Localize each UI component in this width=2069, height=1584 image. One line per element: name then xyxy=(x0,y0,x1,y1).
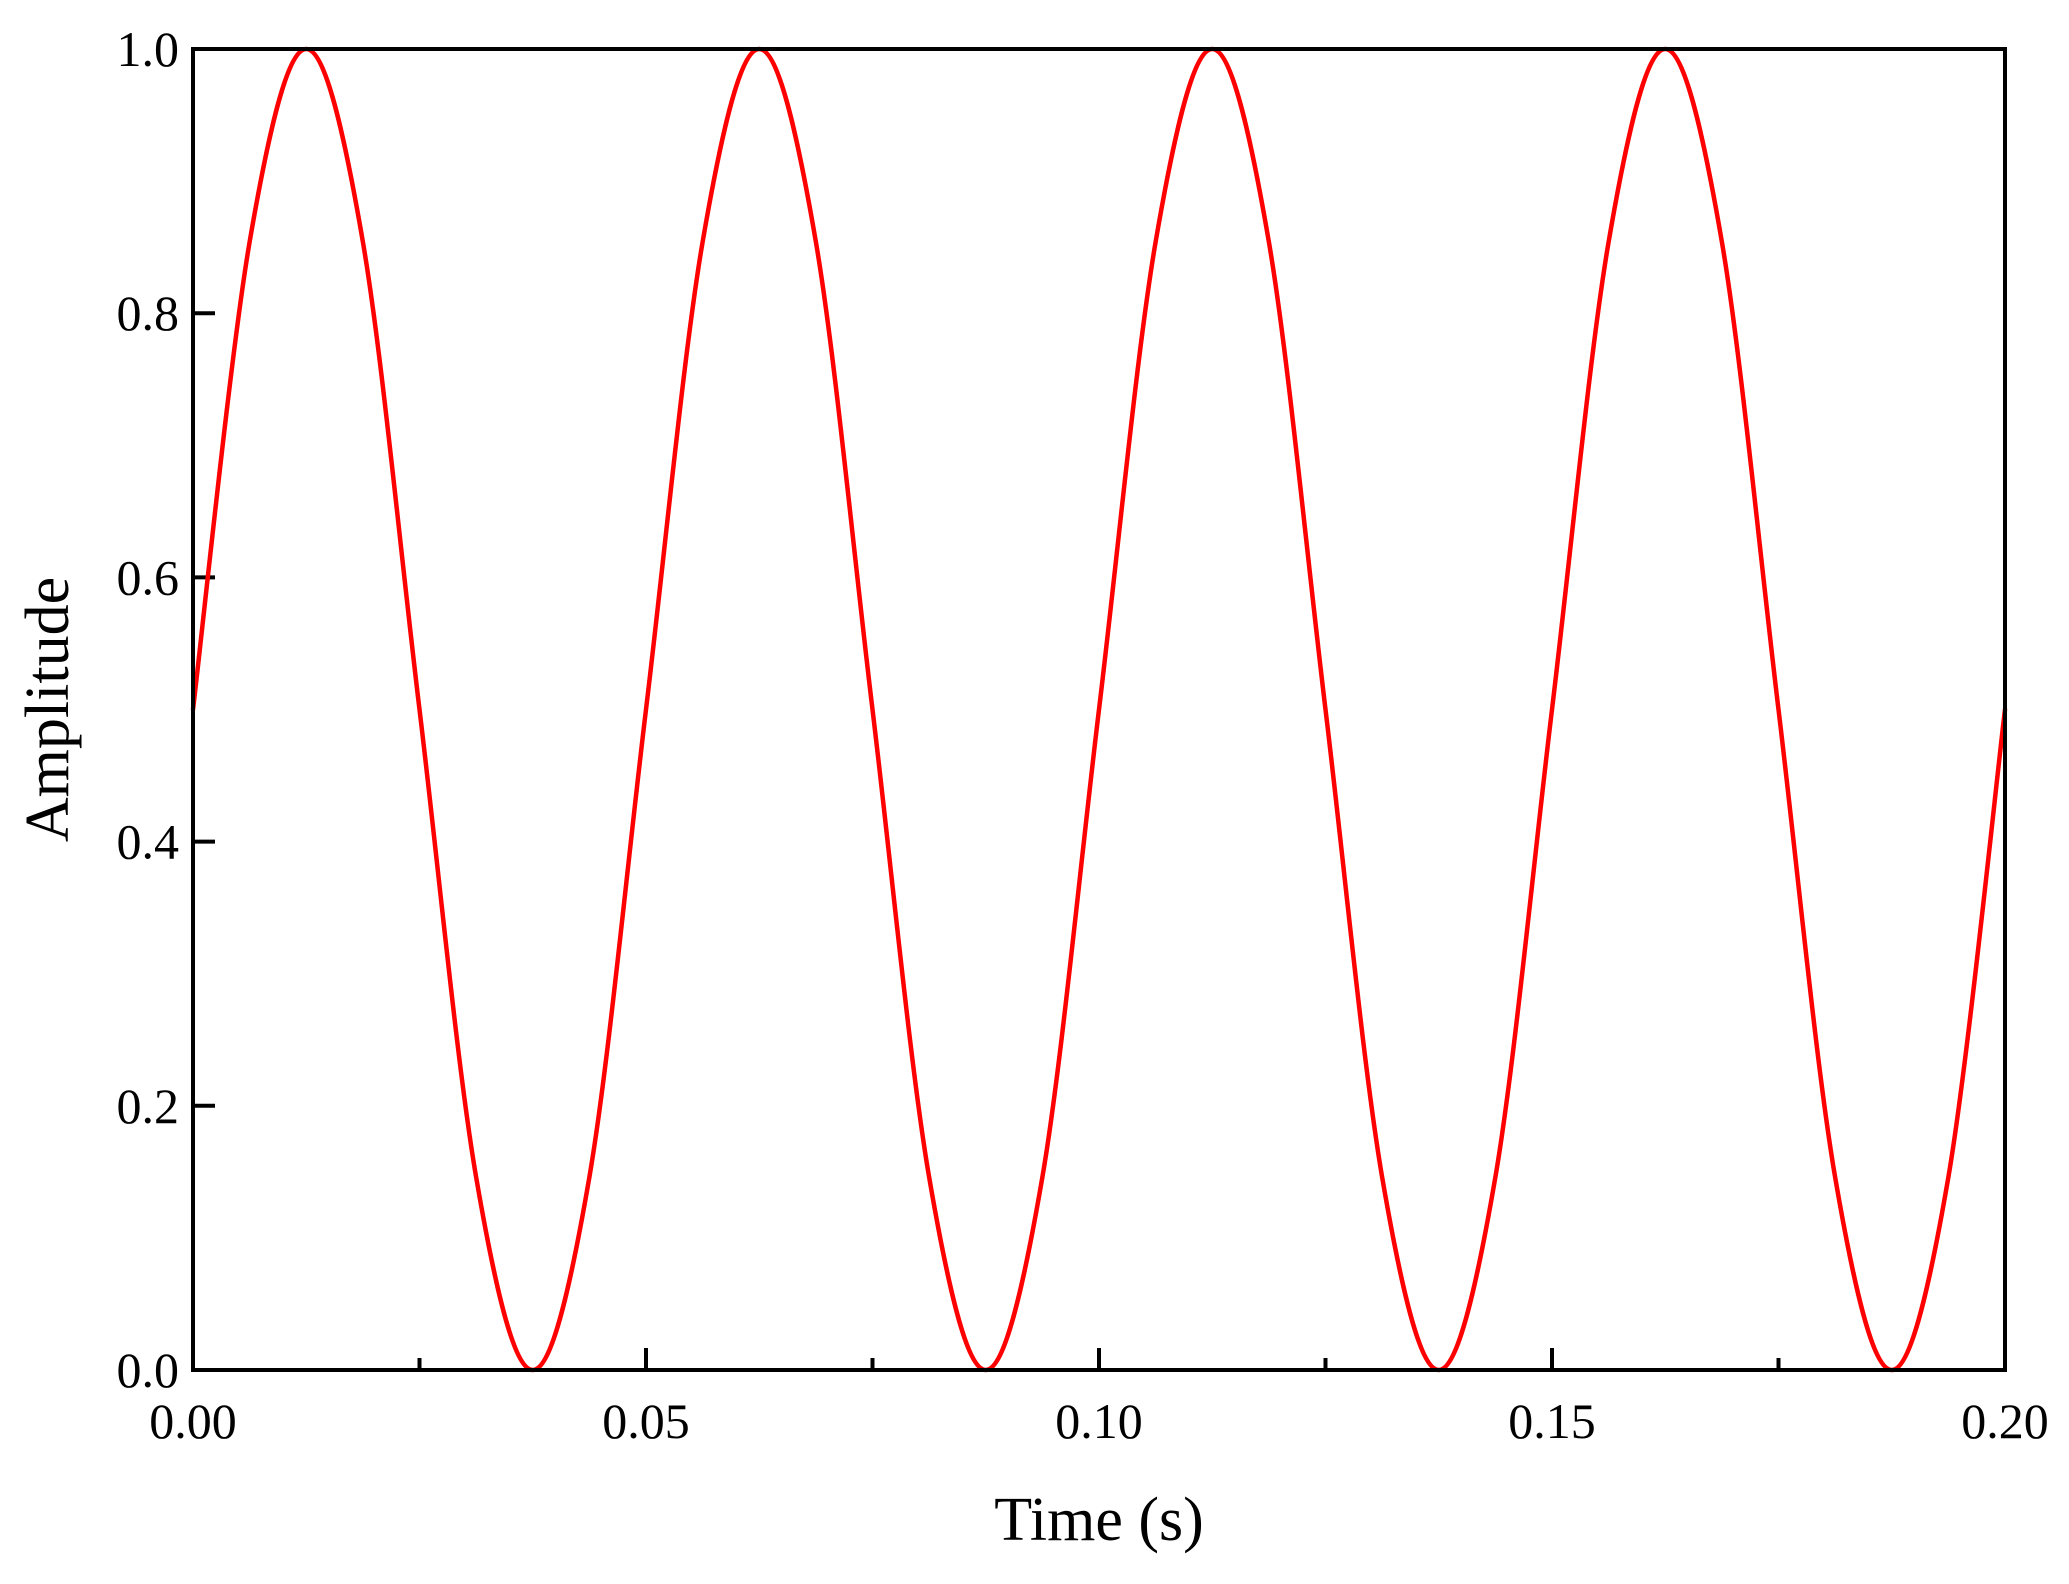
y-tick-labels: 0.0 0.2 0.4 0.6 0.8 1.0 xyxy=(117,21,180,1398)
y-tick-label: 0.2 xyxy=(117,1078,180,1134)
series-layer xyxy=(190,46,2008,1373)
x-tick-label: 0.00 xyxy=(149,1393,237,1449)
y-axis-title: Amplitude xyxy=(14,577,82,842)
x-tick-label: 0.10 xyxy=(1055,1393,1143,1449)
x-tick-label: 0.05 xyxy=(602,1393,690,1449)
x-tick-labels: 0.00 0.05 0.10 0.15 0.20 xyxy=(149,1393,2049,1449)
plot-frame xyxy=(191,47,2007,1372)
x-tick-label: 0.15 xyxy=(1508,1393,1596,1449)
y-tick-label: 0.4 xyxy=(117,814,180,870)
x-axis-title: Time (s) xyxy=(994,1486,1204,1554)
x-tick-label: 0.20 xyxy=(1961,1393,2049,1449)
y-tick-label: 0.8 xyxy=(117,285,180,341)
y-tick-label: 0.6 xyxy=(117,549,180,605)
y-tick-label: 1.0 xyxy=(117,21,180,77)
y-tick-label: 0.0 xyxy=(117,1342,180,1398)
series-line-0 xyxy=(190,46,2008,1373)
